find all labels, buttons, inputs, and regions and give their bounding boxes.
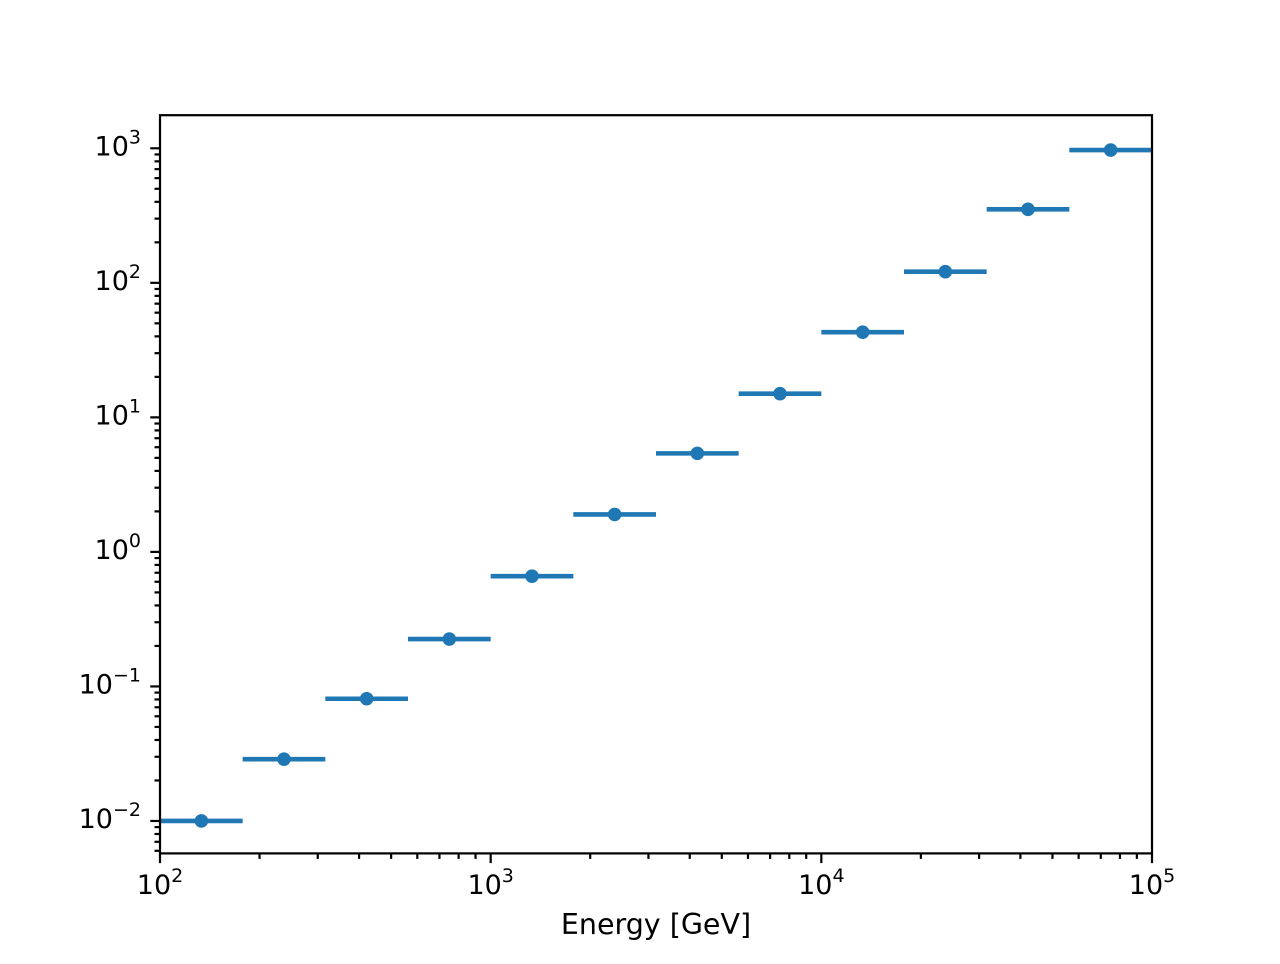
x-tick-label: 105: [1129, 865, 1175, 901]
y-tick-label: 10−1: [79, 664, 141, 700]
x-tick-label: 103: [467, 865, 513, 901]
data-point-marker: [855, 325, 870, 339]
x-axis-label: Energy [GeV]: [561, 908, 751, 941]
data-point-marker: [1021, 202, 1035, 217]
y-tick-label: 103: [95, 126, 141, 162]
plot-area-spines: [158, 114, 1154, 855]
data-series-group: [160, 143, 1152, 828]
data-point-marker: [442, 632, 457, 646]
x-tick-label: 102: [137, 865, 183, 901]
y-tick-label: 101: [95, 395, 141, 431]
y-tick-label: 102: [95, 261, 141, 297]
data-point-marker: [773, 386, 787, 401]
data-point-marker: [938, 264, 953, 279]
data-point-marker: [690, 446, 705, 461]
data-point-marker: [525, 569, 539, 583]
data-point-marker: [359, 691, 374, 706]
axes-ticks-group: [150, 147, 1154, 864]
data-point-marker: [277, 752, 291, 766]
data-point-marker: [194, 814, 209, 828]
tick-labels-group: 102 103 104 105 10−2 10−1 100 101 102 103: [79, 126, 1176, 901]
data-point-marker: [1103, 143, 1118, 157]
data-point-marker: [607, 507, 622, 522]
y-tick-label: 100: [95, 530, 141, 566]
x-tick-label: 104: [798, 865, 844, 901]
y-tick-label: 10−2: [79, 799, 141, 835]
